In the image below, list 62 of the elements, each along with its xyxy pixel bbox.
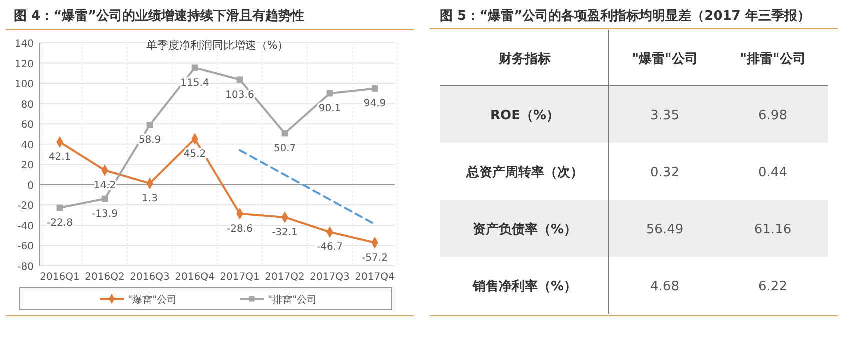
data-label: 42.1 <box>48 152 72 164</box>
data-label: 90.1 <box>318 104 342 115</box>
y-tick-label: 40 <box>21 140 34 152</box>
data-label: -13.9 <box>92 209 118 220</box>
y-tick-label: -80 <box>18 262 34 273</box>
data-label: 0.44 <box>758 166 788 180</box>
data-label: 1.3 <box>142 194 158 205</box>
chart-subtitle: 单季度净利润同比增速（%） <box>146 39 289 52</box>
data-label: -57.2 <box>362 252 388 264</box>
y-tick-label: 120 <box>14 59 34 70</box>
text: 图 5：“爆雷”公司的各项盈利指标均明显差（2017 年三季报） <box>440 8 810 24</box>
y-tick-label: 0 <box>28 180 34 192</box>
point <box>282 130 288 137</box>
data-label: 94.9 <box>364 98 386 110</box>
x-tick-label: 2016Q2 <box>85 272 125 283</box>
x-tick-label: 2016Q3 <box>130 272 170 283</box>
point <box>192 64 198 72</box>
category-label: 销售净利率（%） <box>472 278 578 294</box>
chart-title: 图 4：“爆雷”公司的业绩增速持续下滑且有趋势性 <box>14 8 305 24</box>
data-label: 6.22 <box>758 280 788 294</box>
data-label: 4.68 <box>650 280 680 294</box>
data-label: 115.4 <box>180 78 210 89</box>
x-tick-label: 2017Q2 <box>265 272 305 283</box>
data-label: 3.35 <box>650 108 680 124</box>
x-tick-label: 2016Q4 <box>175 272 215 283</box>
data-label: -32.1 <box>272 227 298 238</box>
data-label: 6.98 <box>758 108 788 124</box>
data-label: 61.16 <box>754 222 792 238</box>
data-label: -28.6 <box>227 224 253 235</box>
x-tick-label: 2016Q1 <box>40 272 80 283</box>
y-tick-label: 80 <box>21 100 34 111</box>
x-tick-label: 2017Q1 <box>220 272 260 283</box>
legend-label: "爆雷"公司 <box>128 294 178 306</box>
category-label: 总资产周转率（次） <box>466 164 584 180</box>
category-label: 资产负债率（%） <box>472 222 578 238</box>
category-label: ROE（%） <box>490 108 560 124</box>
point <box>146 122 154 128</box>
data-label: 50.7 <box>274 144 296 155</box>
y-tick-label: -40 <box>18 221 34 232</box>
data-label: -46.7 <box>317 242 343 254</box>
y-tick-label: 100 <box>14 80 34 91</box>
y-tick-label: 60 <box>21 120 34 132</box>
point <box>236 76 244 84</box>
x-tick-label: 2017Q3 <box>310 272 350 283</box>
point <box>326 90 334 97</box>
y-tick-label: -20 <box>18 201 34 212</box>
y-tick-label: 140 <box>14 39 34 50</box>
y-tick-label: -60 <box>18 242 34 253</box>
data-label: 0.32 <box>650 166 680 180</box>
data-label: -22.8 <box>47 218 73 230</box>
point <box>372 86 378 92</box>
text: "排雷"公司 <box>740 52 806 67</box>
data-label: 58.9 <box>138 135 162 146</box>
point <box>56 204 64 212</box>
x-tick-label: 2017Q4 <box>355 272 395 283</box>
data-label: 56.49 <box>646 222 684 238</box>
legend-label: "排雷"公司 <box>268 294 318 306</box>
point <box>102 196 108 202</box>
data-label: 103.6 <box>226 90 254 101</box>
series-label: "爆雷"公司 <box>632 52 698 67</box>
y-tick-label: 20 <box>21 160 34 172</box>
text: 财务指标 <box>498 52 551 67</box>
